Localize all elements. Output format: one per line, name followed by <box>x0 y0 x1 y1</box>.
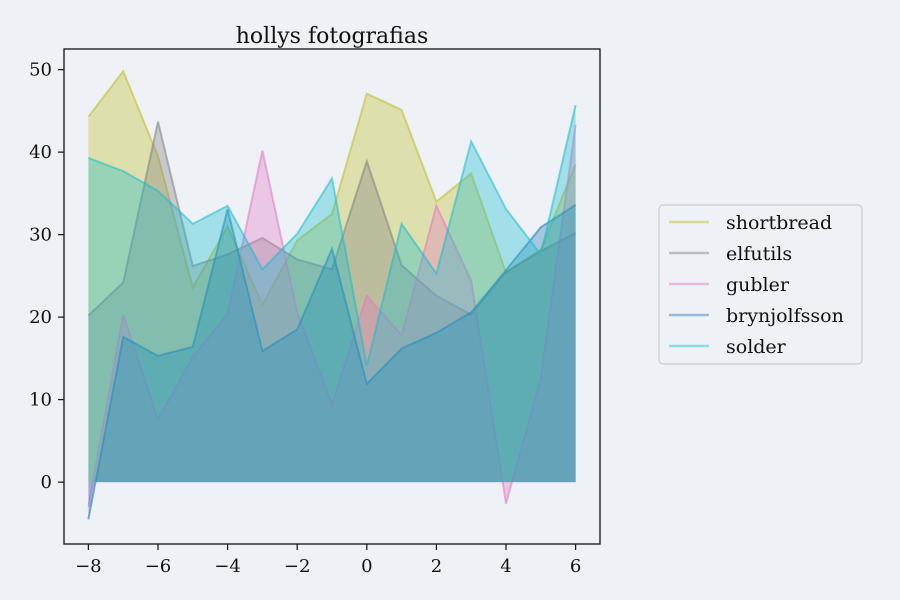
legend-label-solder: solder <box>726 336 787 358</box>
line-shortbread <box>87 69 577 308</box>
chart-title: hollys fotografias <box>236 24 428 49</box>
legend-label-gubler: gubler <box>726 274 790 296</box>
y-tick-label: 50 <box>29 60 52 81</box>
legend-label-elfutils: elfutils <box>726 243 792 265</box>
x-tick-label: 2 <box>431 556 442 577</box>
area-solder <box>88 105 576 483</box>
line-brynjolfsson <box>87 204 577 520</box>
area-elfutils <box>88 121 576 483</box>
area-gubler <box>88 124 576 507</box>
line-elfutils <box>87 121 577 317</box>
area-series-group <box>87 69 577 520</box>
legend-label-brynjolfsson: brynjolfsson <box>726 305 844 327</box>
plot-background <box>64 49 600 544</box>
axes-group: −8 −6 −4 −2 0 2 4 6 0 10 20 30 40 50 <box>29 48 601 577</box>
line-gubler <box>87 124 577 508</box>
x-tick-label: 6 <box>570 556 581 577</box>
x-tick-label: −2 <box>284 556 311 577</box>
x-tick-label: −8 <box>75 556 102 577</box>
plot-frame <box>63 48 601 545</box>
x-tick-label: −6 <box>145 556 172 577</box>
legend: shortbread elfutils gubler brynjolfsson sold… <box>658 204 863 365</box>
x-tick-label: 0 <box>361 556 372 577</box>
area-shortbread <box>88 71 576 483</box>
legend-label-shortbread: shortbread <box>726 212 832 234</box>
y-tick-label: 40 <box>29 142 52 163</box>
y-tick-label: 20 <box>29 307 52 328</box>
legend-box <box>658 204 863 365</box>
y-tick-label: 10 <box>29 390 52 411</box>
x-tick-label: −4 <box>214 556 241 577</box>
area-brynjolfsson <box>88 204 576 520</box>
x-tick-label: 4 <box>500 556 511 577</box>
y-tick-label: 0 <box>41 472 52 493</box>
y-tick-label: 30 <box>29 225 52 246</box>
line-solder <box>88 104 577 367</box>
